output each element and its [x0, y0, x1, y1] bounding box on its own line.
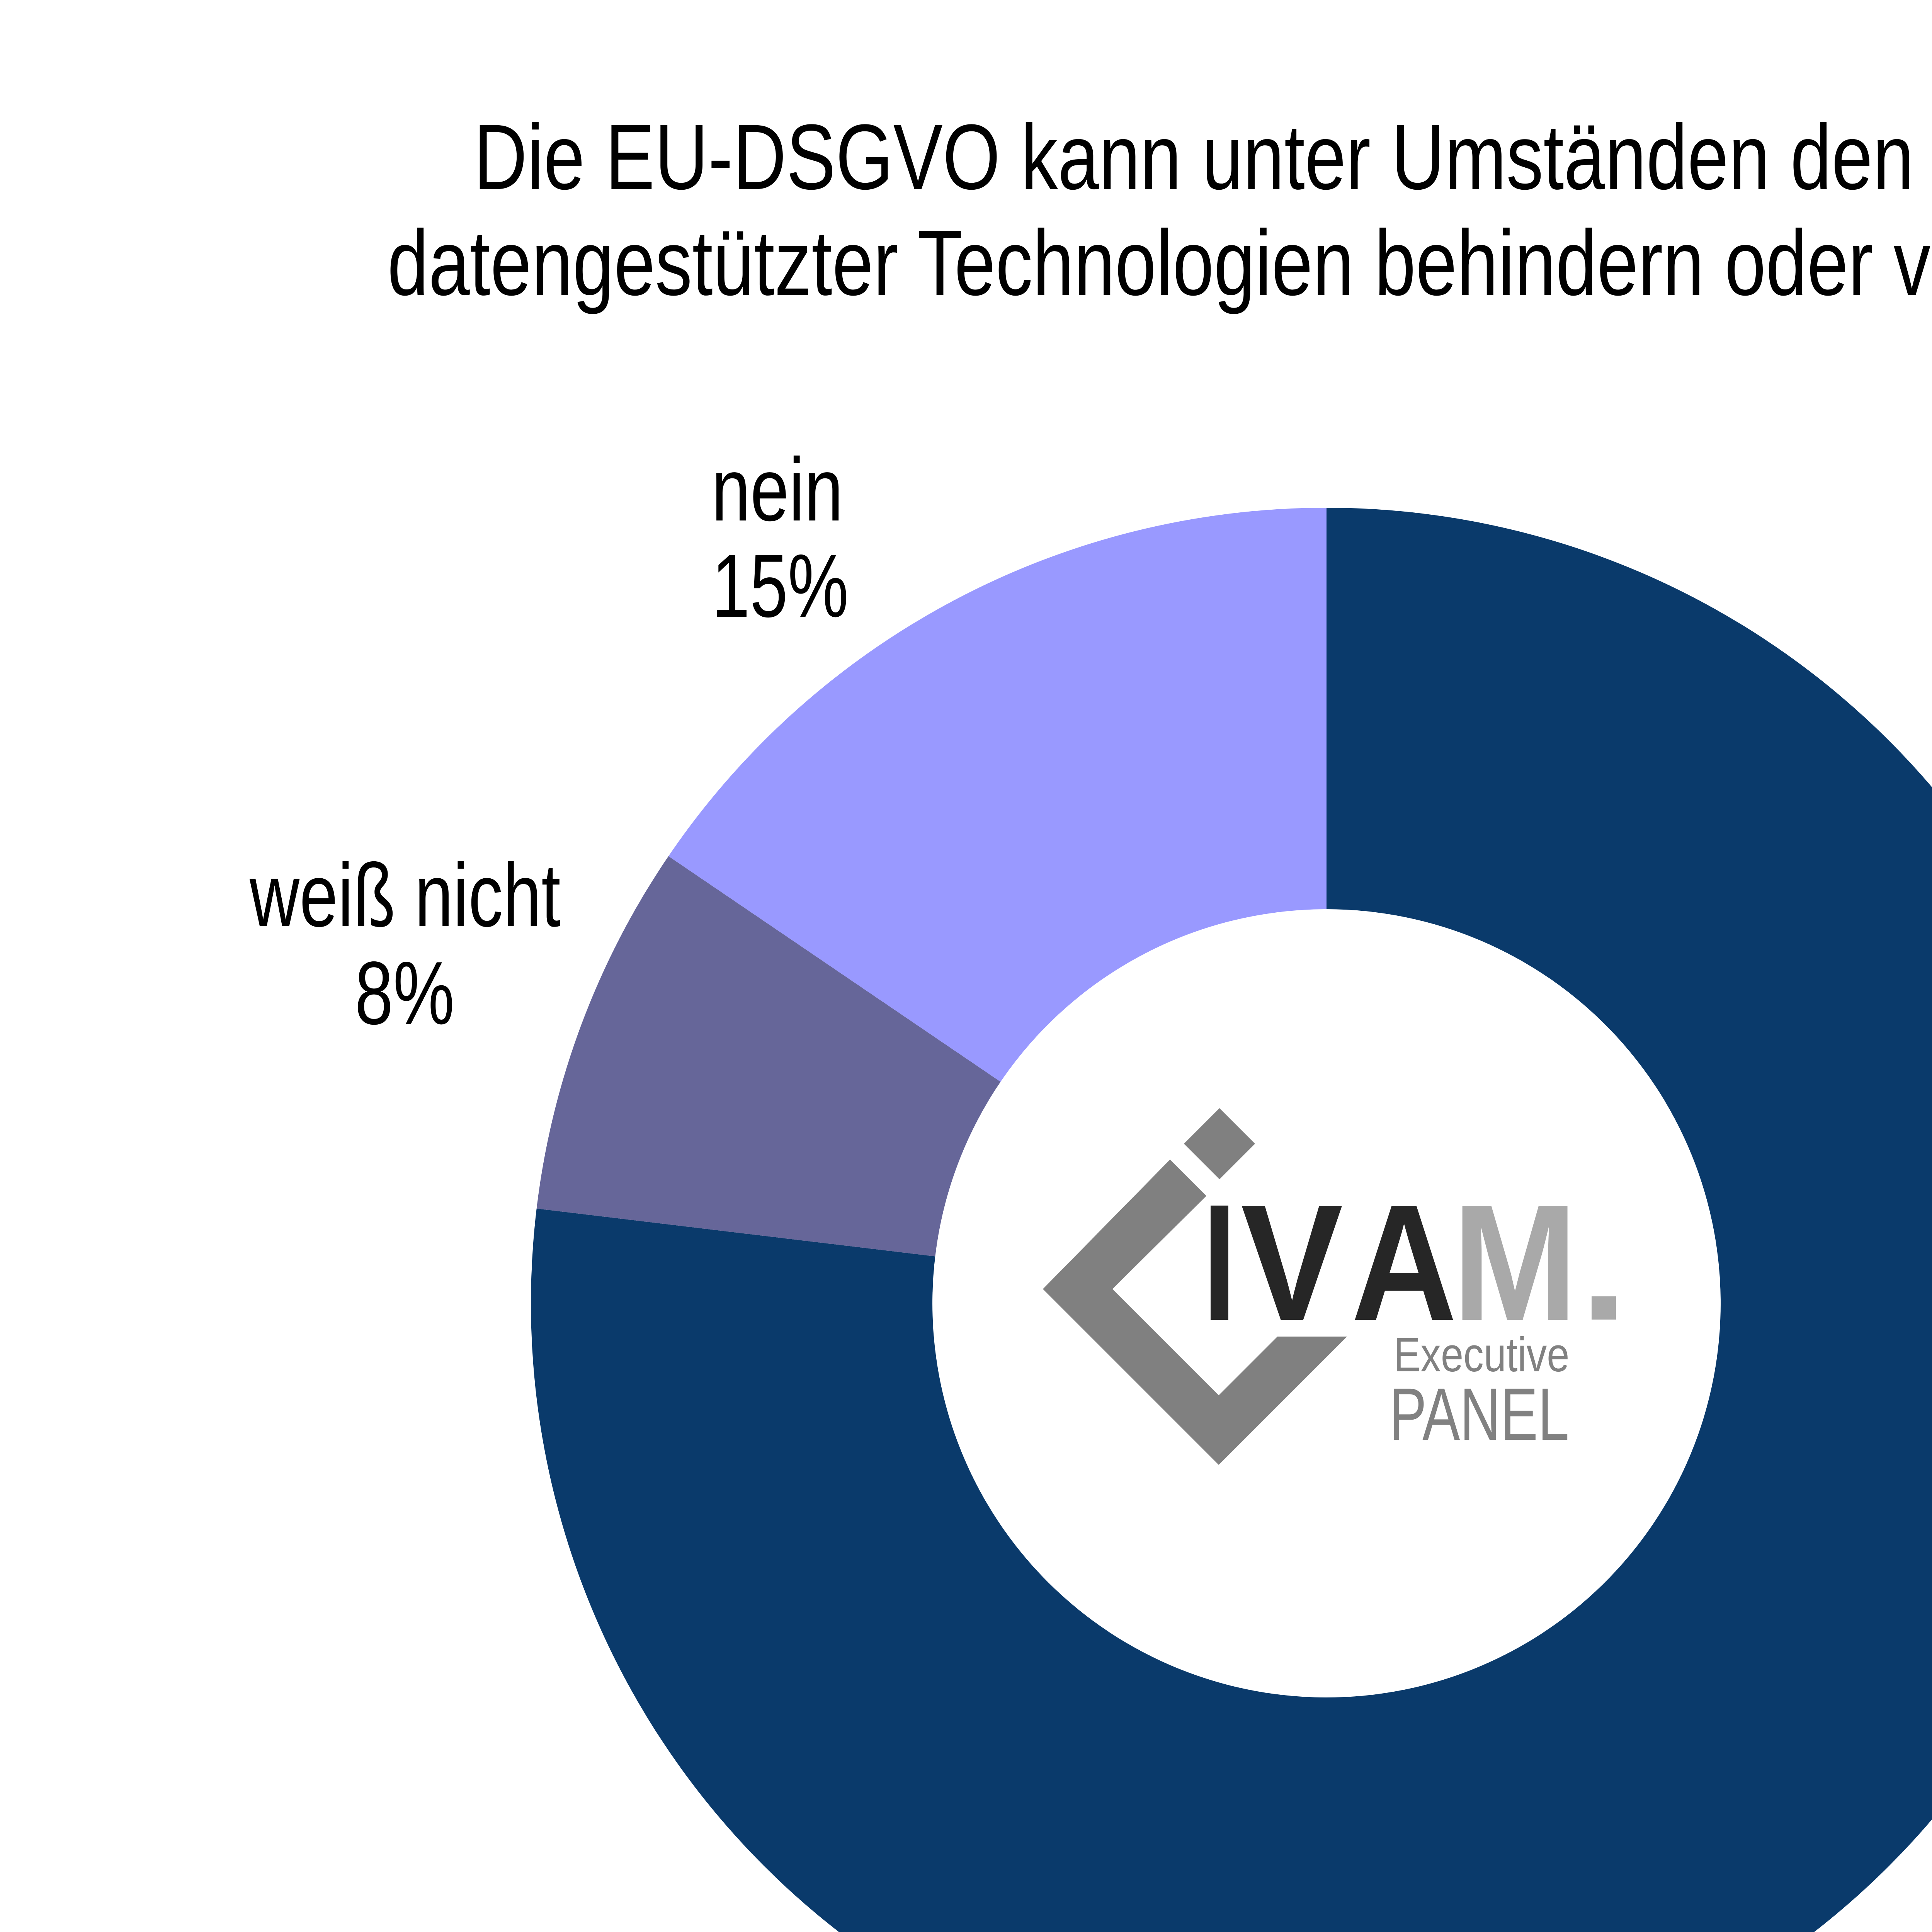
svg-text:nein: nein — [712, 439, 843, 539]
svg-text:A: A — [1351, 1170, 1457, 1355]
svg-text:Executive: Executive — [1393, 1328, 1569, 1382]
svg-text:15%: 15% — [712, 536, 849, 636]
svg-text:PANEL: PANEL — [1389, 1373, 1569, 1456]
svg-text:Die EU-DSGVO kann unter Umstän: Die EU-DSGVO kann unter Umständen den Ei… — [474, 105, 1932, 209]
svg-text:V: V — [1241, 1170, 1344, 1355]
svg-text:8%: 8% — [355, 943, 454, 1043]
svg-text:datengestützter Technologien b: datengestützter Technologien behindern o… — [388, 211, 1932, 315]
svg-text:M: M — [1452, 1170, 1578, 1355]
svg-text:weiß nicht: weiß nicht — [249, 845, 561, 946]
